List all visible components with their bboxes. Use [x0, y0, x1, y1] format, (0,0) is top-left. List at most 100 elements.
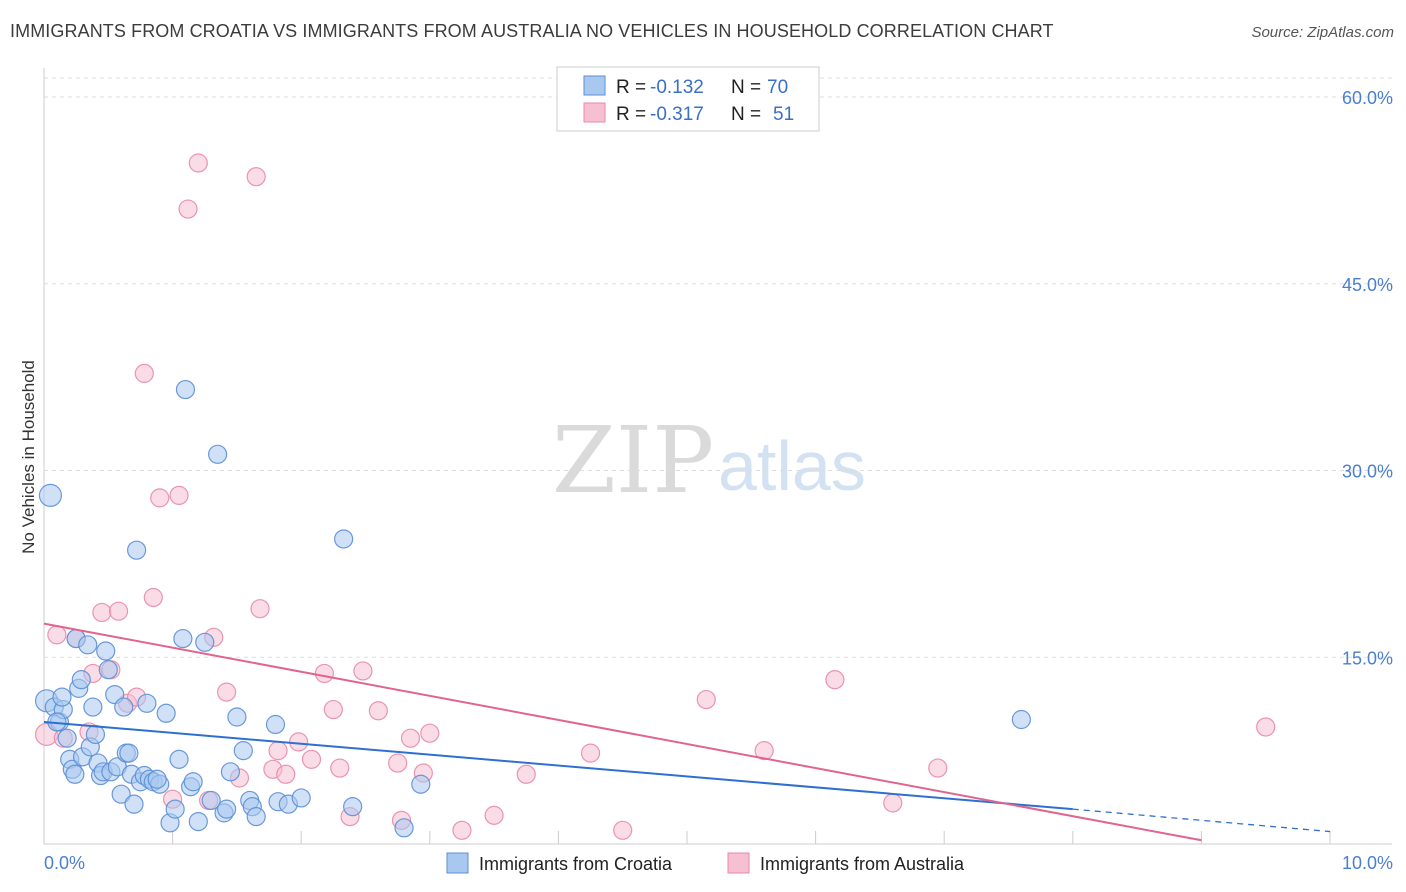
croatia-point: [126, 540, 147, 560]
y-tick-label-30: 30.0%: [1342, 462, 1393, 482]
croatia-point: [71, 670, 91, 690]
croatia-point: [291, 788, 311, 808]
legend-croatia-n-label: N =: [731, 77, 761, 98]
australia-trendline: [43, 622, 1202, 842]
croatia-point: [124, 794, 144, 814]
australia-point: [143, 587, 163, 608]
watermark-atlas: atlas: [718, 427, 866, 505]
y-tick-label-60: 60.0%: [1342, 88, 1393, 108]
australia-point: [323, 699, 343, 720]
australia-point: [169, 485, 189, 505]
australia-point: [484, 805, 504, 825]
croatia-point: [147, 769, 167, 789]
australia-point: [1256, 717, 1276, 737]
australia-point: [516, 764, 536, 784]
legend-australia-n-value: 51: [773, 104, 794, 125]
source-label: Source: ZipAtlas.com: [1251, 24, 1394, 41]
croatia-point: [265, 714, 286, 735]
australia-point: [696, 689, 716, 710]
croatia-point: [165, 799, 185, 819]
australia-point: [314, 663, 334, 684]
australia-point: [452, 820, 472, 840]
croatia-point: [201, 790, 221, 811]
croatia-points: [34, 379, 1031, 838]
croatia-point: [137, 693, 157, 713]
bottom-legend-croatia-swatch: [446, 852, 469, 874]
croatia-point: [1011, 709, 1031, 730]
croatia-point: [183, 772, 203, 792]
australia-point: [388, 753, 408, 773]
croatia-point: [65, 764, 85, 784]
chart-title: IMMIGRANTS FROM CROATIA VS IMMIGRANTS FR…: [10, 21, 1054, 41]
croatia-trendline-extension: [1072, 808, 1331, 833]
x-tick-marks: [172, 831, 1331, 844]
australia-point: [276, 764, 296, 784]
bottom-legend-australia-label: Immigrants from Australia: [760, 854, 965, 874]
croatia-point: [217, 799, 237, 819]
australia-point: [250, 599, 270, 619]
australia-point: [47, 625, 67, 645]
australia-point: [217, 682, 237, 702]
australia-point: [178, 199, 198, 219]
australia-point: [268, 741, 288, 761]
legend-australia-swatch: [583, 102, 606, 123]
trendlines: [43, 622, 1331, 842]
x-tick-label-min: 0.0%: [44, 853, 85, 873]
croatia-point: [208, 444, 228, 464]
legend-box: R = -0.132 N = 70 R = -0.317 N = 51: [556, 66, 820, 132]
croatia-point: [98, 660, 118, 680]
australia-point: [353, 661, 373, 681]
croatia-point: [111, 784, 131, 804]
croatia-point: [394, 818, 414, 838]
australia-point: [108, 601, 129, 621]
croatia-point: [343, 797, 363, 817]
croatia-point: [233, 741, 253, 761]
australia-point: [301, 749, 322, 769]
australia-point: [825, 670, 845, 690]
croatia-point: [114, 697, 134, 717]
australia-point: [883, 793, 903, 813]
australia-point: [580, 743, 601, 763]
croatia-point: [175, 379, 196, 400]
bottom-legend-croatia-label: Immigrants from Croatia: [479, 854, 673, 874]
legend-australia-r-label: R =: [616, 104, 646, 125]
croatia-point: [169, 749, 189, 769]
australia-point: [754, 741, 774, 761]
australia-point: [289, 732, 309, 752]
australia-point: [92, 602, 112, 623]
croatia-point: [96, 641, 116, 661]
australia-point: [150, 488, 170, 508]
australia-point: [400, 728, 421, 748]
australia-point: [420, 723, 440, 743]
australia-point: [368, 701, 388, 721]
y-tick-label-45: 45.0%: [1342, 275, 1393, 295]
bottom-legend-australia-swatch: [727, 852, 750, 874]
australia-point: [188, 153, 208, 173]
croatia-trendline: [43, 720, 1073, 811]
croatia-point: [195, 632, 215, 652]
legend-croatia-r-value: -0.132: [650, 77, 704, 98]
legend-australia-n-label: N =: [731, 104, 761, 125]
croatia-point: [57, 728, 77, 748]
legend-croatia-r-label: R =: [616, 77, 646, 98]
gridlines: [44, 77, 1392, 658]
croatia-point: [188, 811, 208, 832]
y-tick-label-15: 15.0%: [1342, 648, 1393, 668]
croatia-point: [156, 703, 176, 723]
x-tick-label-max: 10.0%: [1342, 853, 1393, 873]
australia-point: [134, 363, 154, 383]
australia-point: [928, 758, 948, 778]
australia-point: [613, 820, 633, 840]
bottom-legend: Immigrants from Croatia Immigrants from …: [446, 852, 965, 874]
croatia-point: [411, 774, 431, 794]
croatia-point: [334, 529, 354, 549]
legend-australia-r-value: -0.317: [650, 104, 704, 125]
legend-croatia-swatch: [583, 75, 606, 96]
australia-point: [330, 758, 350, 778]
croatia-point: [85, 724, 106, 745]
croatia-point: [173, 628, 193, 649]
legend-croatia-n-value: 70: [767, 77, 788, 98]
croatia-point: [220, 762, 241, 782]
australia-point: [246, 167, 266, 187]
